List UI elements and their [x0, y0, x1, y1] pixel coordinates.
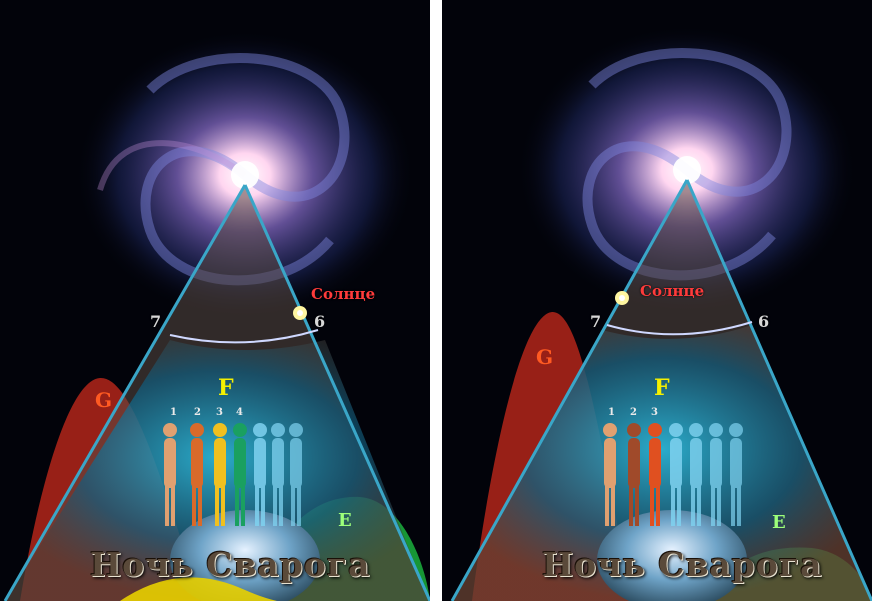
- figure-number: 4: [236, 407, 243, 418]
- zone-f-label: F: [218, 375, 234, 401]
- right-panel: Солнце 7 6 G F E 1 2 3 Ночь Сварога: [442, 0, 872, 601]
- figure-number: 3: [216, 407, 223, 418]
- title: Ночь Сварога: [90, 545, 371, 584]
- zone-e-label: E: [338, 510, 352, 531]
- figure-number: 1: [608, 407, 615, 418]
- position-number-right: 6: [314, 312, 326, 331]
- sun-label: Солнце: [640, 282, 705, 300]
- position-number-right: 6: [758, 312, 770, 331]
- position-number-left: 7: [590, 312, 602, 331]
- figure-number: 2: [194, 407, 201, 418]
- galaxy-scene: [442, 0, 872, 601]
- zone-g-label: G: [95, 388, 113, 412]
- zone-f-label: F: [654, 375, 670, 401]
- position-number-left: 7: [150, 312, 162, 331]
- figure-number: 3: [651, 407, 658, 418]
- title: Ночь Сварога: [542, 545, 823, 584]
- sun-label: Солнце: [311, 285, 376, 303]
- figure-number: 1: [170, 407, 177, 418]
- galaxy-scene: [0, 0, 430, 601]
- human-figures: [163, 423, 303, 526]
- zone-g-label: G: [536, 345, 554, 369]
- figure-number: 2: [630, 407, 637, 418]
- divider: [430, 0, 442, 601]
- human-figures: [603, 423, 743, 526]
- left-panel: Солнце 7 6 G F E 1 2 3 4 Ночь Сварога: [0, 0, 430, 601]
- zone-e-label: E: [772, 512, 786, 533]
